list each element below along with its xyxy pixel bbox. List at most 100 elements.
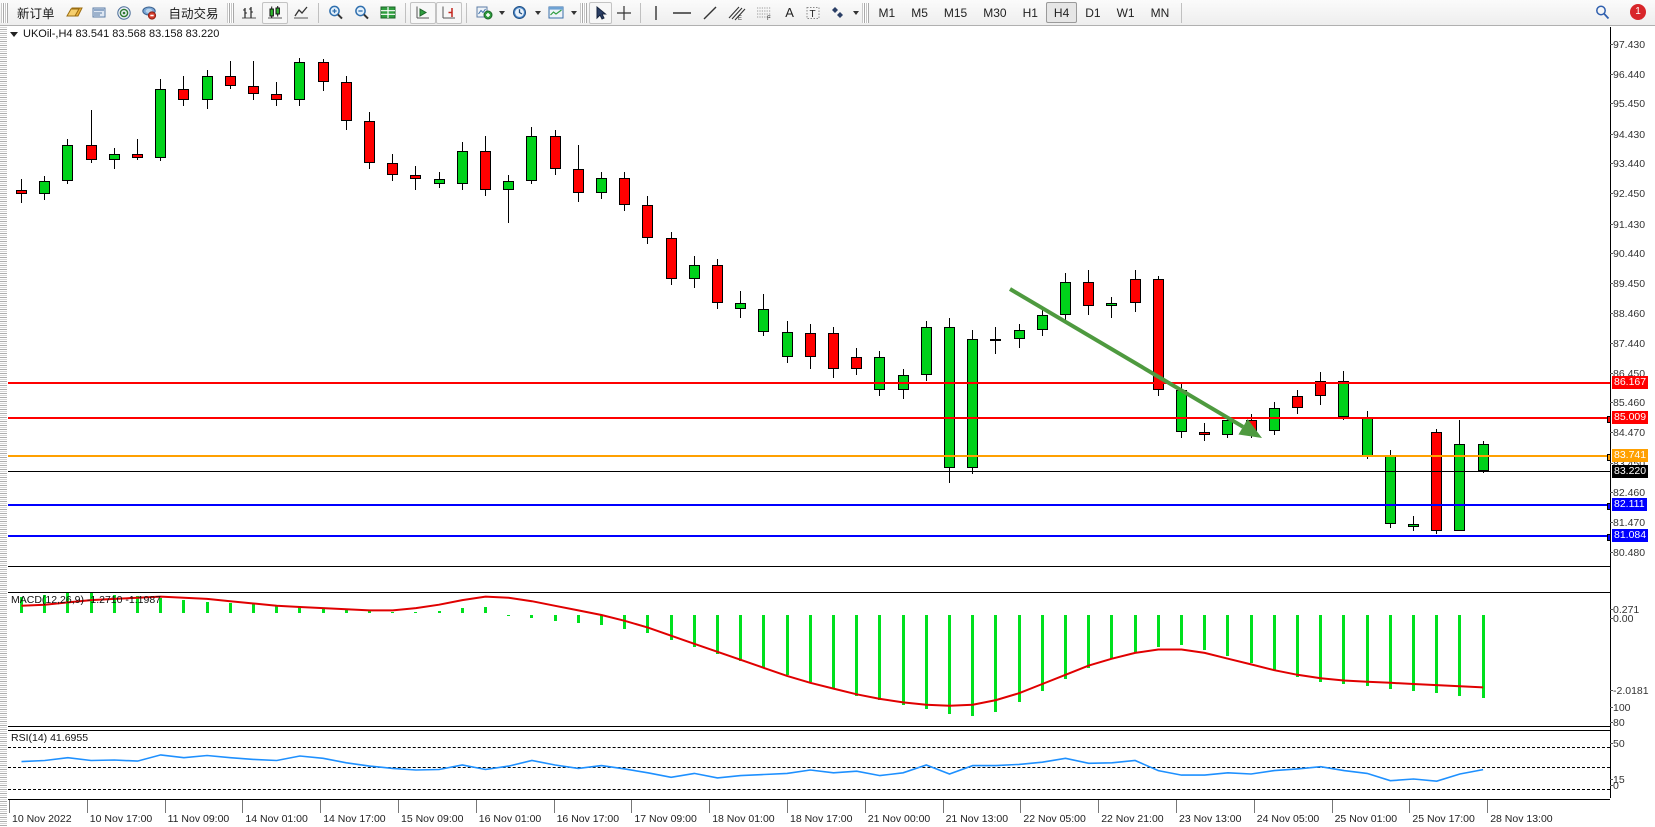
fibonacci-tool[interactable]: F: [751, 2, 779, 24]
macd-bar: [785, 615, 789, 675]
data-window-button[interactable]: [375, 2, 401, 24]
folder-yellow-icon[interactable]: [62, 2, 87, 24]
candle-body: [735, 303, 747, 310]
label-tool[interactable]: T: [801, 2, 825, 24]
macd-bar: [576, 615, 580, 624]
crosshair-tool[interactable]: [612, 2, 636, 24]
candlestick: [619, 27, 631, 567]
search-icon[interactable]: [1590, 2, 1615, 24]
periods-button[interactable]: [507, 2, 533, 24]
candle-wick: [229, 60, 231, 90]
candlestick: [1268, 27, 1280, 567]
macd-bar: [762, 615, 766, 668]
trendline-tool[interactable]: [697, 2, 723, 24]
timeframe-mn[interactable]: MN: [1150, 5, 1170, 20]
candle-body: [526, 135, 538, 181]
price-tag-target-lower[interactable]: 81.084: [1612, 528, 1649, 542]
candlestick: [1315, 27, 1327, 567]
horizontal-line-tool[interactable]: [667, 2, 697, 24]
price-tag-target-upper[interactable]: 82.111: [1612, 497, 1647, 511]
price-tag-resistance-lower[interactable]: 85.009: [1612, 410, 1649, 424]
rsi-level-50: [8, 767, 1610, 768]
price-level-resistance-lower[interactable]: [8, 415, 1614, 423]
timeframe-m5[interactable]: M5: [911, 5, 928, 20]
time-tick-label: 16 Nov 01:00: [478, 813, 542, 825]
price-tick: 86.450: [1609, 367, 1646, 380]
toolbar-grip-1[interactable]: [1, 2, 8, 23]
candle-body: [1222, 420, 1234, 436]
templates-button[interactable]: [543, 2, 569, 24]
shapes-tool[interactable]: [825, 2, 851, 24]
timeframe-w1[interactable]: W1: [1116, 5, 1135, 20]
text-tool[interactable]: A: [785, 5, 794, 20]
zoom-in-button[interactable]: [323, 2, 349, 24]
candle-body: [1292, 396, 1303, 409]
price-tick: 92.450: [1609, 188, 1646, 201]
price-level-current-price[interactable]: [8, 470, 1610, 472]
equidistant-channel-tool[interactable]: E: [723, 2, 751, 24]
time-tick-label: 17 Nov 09:00: [634, 813, 697, 825]
candle-wick: [508, 174, 510, 223]
new-order-button[interactable]: 新订单: [10, 2, 62, 24]
macd-bar: [1249, 615, 1253, 664]
macd-label: MACD(12,26,9) -1.2710 -1.1987: [11, 594, 161, 606]
candlestick: [317, 27, 329, 567]
price-tag-current-price[interactable]: 83.220: [1612, 464, 1649, 478]
templates-dropdown-caret[interactable]: [570, 10, 577, 15]
price-tag-entry-level[interactable]: 83.741: [1612, 448, 1649, 462]
periods-dropdown-caret[interactable]: [534, 10, 541, 15]
rsi-panel[interactable]: RSI(14) 41.6955: [8, 730, 1610, 798]
candlestick-chart-button[interactable]: [261, 1, 288, 24]
candle-body: [248, 86, 259, 94]
chart-area[interactable]: UKOil-,H4 83.541 83.568 83.158 83.220 MA…: [0, 26, 1655, 827]
auto-trading-button[interactable]: 自动交易: [162, 2, 226, 24]
notification-icon[interactable]: 1: [1621, 2, 1651, 24]
chart-menu-caret-icon[interactable]: [10, 31, 18, 37]
candlestick: [108, 27, 120, 567]
cursor-tool[interactable]: [588, 1, 612, 24]
macd-bar: [1156, 615, 1160, 648]
timeframe-h4[interactable]: H4: [1045, 2, 1078, 23]
indicators-dropdown-caret[interactable]: [498, 10, 505, 15]
time-axis[interactable]: 10 Nov 2022 10 Nov 17:00 11 Nov 09:00 14 No…: [8, 799, 1610, 827]
time-tick-label: 14 Nov 17:00: [323, 813, 386, 825]
price-level-resistance-upper[interactable]: [8, 382, 1610, 385]
autotrade-icon[interactable]: [137, 2, 162, 24]
price-level-target-lower[interactable]: [8, 533, 1614, 541]
zoom-out-button[interactable]: [349, 2, 375, 24]
price-level-entry-level[interactable]: [8, 453, 1614, 461]
candlestick: [62, 27, 74, 567]
time-divider: [398, 800, 399, 813]
price-level-target-upper[interactable]: [8, 502, 1614, 510]
chart-shift-button[interactable]: [435, 1, 462, 24]
indicators-button[interactable]: [471, 2, 497, 24]
timeframe-m1[interactable]: M1: [878, 5, 896, 20]
candle-body: [1106, 303, 1118, 307]
macd-panel[interactable]: MACD(12,26,9) -1.2710 -1.1987: [8, 592, 1610, 727]
price-tick: 90.440: [1609, 248, 1646, 261]
terminal-icon[interactable]: [87, 2, 112, 24]
candlestick: [1222, 27, 1234, 567]
toolbar-grip-2[interactable]: [226, 2, 234, 23]
signal-icon[interactable]: [112, 2, 137, 24]
svg-text:F: F: [767, 16, 771, 21]
timeframe-h1[interactable]: H1: [1022, 5, 1038, 20]
timeframe-d1[interactable]: D1: [1085, 5, 1101, 20]
timeframe-m30[interactable]: M30: [983, 5, 1007, 20]
auto-scroll-button[interactable]: [409, 1, 436, 24]
price-panel[interactable]: [8, 27, 1614, 567]
price-tick: 94.430: [1609, 128, 1646, 141]
chart-symbol-header[interactable]: UKOil-,H4 83.541 83.568 83.158 83.220: [10, 28, 219, 40]
price-tag-resistance-upper[interactable]: 86.167: [1612, 376, 1649, 390]
candlestick: [851, 27, 863, 567]
bar-chart-button[interactable]: [236, 2, 262, 24]
price-tick: 91.430: [1609, 218, 1646, 231]
vertical-line-tool[interactable]: [645, 2, 667, 24]
shapes-dropdown-caret[interactable]: [852, 10, 859, 15]
toolbar-grip-3[interactable]: [579, 2, 587, 23]
timeframe-m15[interactable]: M15: [943, 5, 968, 20]
toolbar-grip-4[interactable]: [861, 2, 869, 23]
line-chart-button[interactable]: [288, 2, 314, 24]
time-tick-label: 14 Nov 01:00: [245, 813, 308, 825]
price-axis[interactable]: 97.430 96.440 95.450 94.430 93.440 92.450 91.4…: [1609, 27, 1655, 798]
